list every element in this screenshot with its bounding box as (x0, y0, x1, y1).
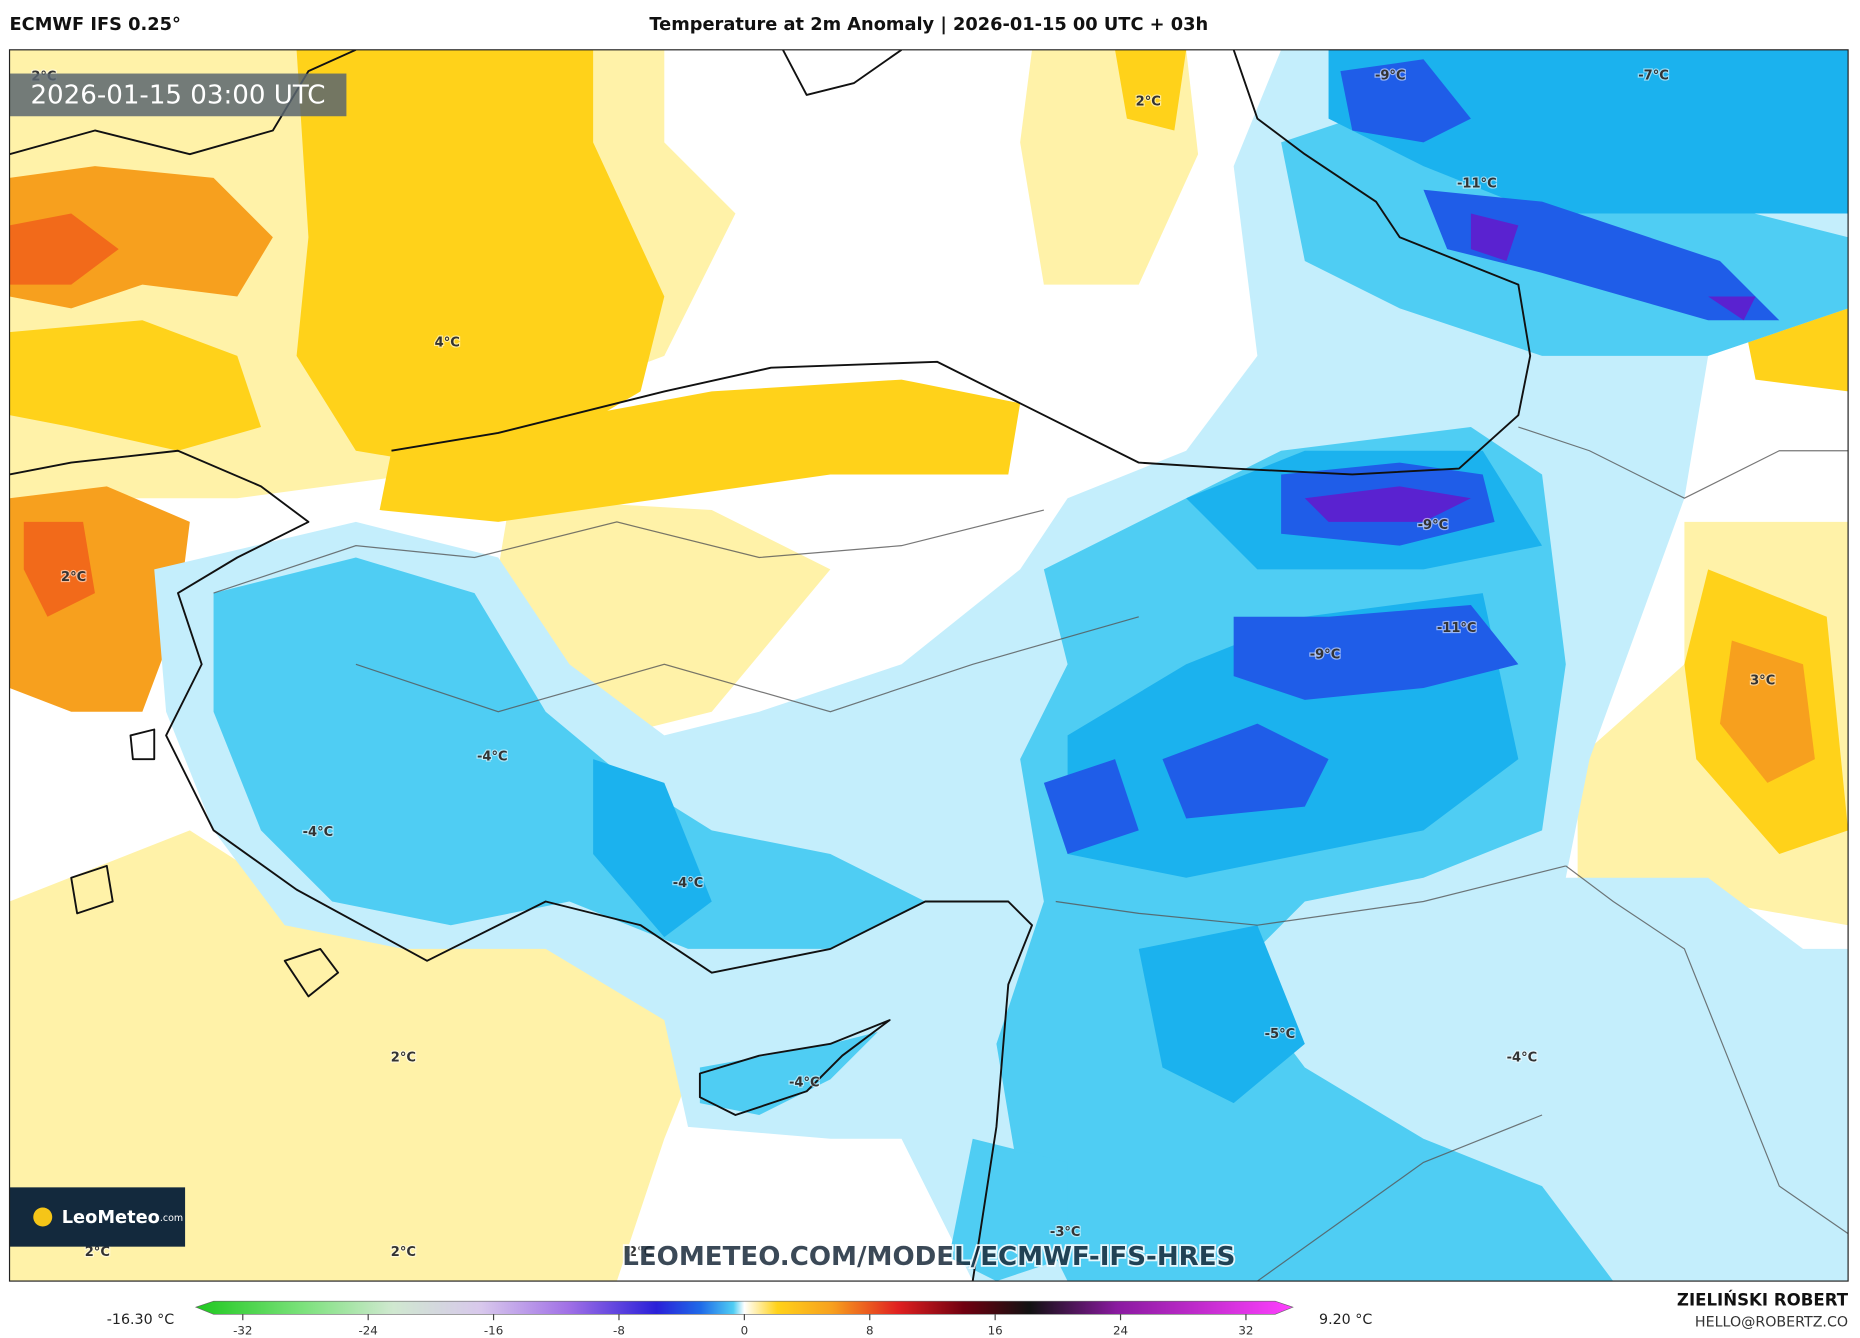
contour-label: 2°C (391, 1245, 416, 1260)
contour-label: 2°C (61, 570, 86, 585)
contour-label: -11°C (1457, 176, 1497, 191)
colorbar: -32 -24 -16 -8 0 8 16 24 32 (194, 1300, 1294, 1337)
anomaly-very-cold (1043, 59, 1780, 855)
model-name: ECMWF IFS 0.25° (10, 14, 181, 35)
anomaly-extreme-cold (1304, 213, 1756, 522)
logo-suffix: .com (160, 1213, 183, 1224)
colorbar-tick-label: 32 (1238, 1323, 1253, 1337)
contour-label: -3°C (1050, 1225, 1081, 1240)
colorbar-min: -16.30 °C (107, 1312, 174, 1328)
contour-label: -9°C (1418, 518, 1449, 533)
contour-label: 2°C (1136, 95, 1161, 110)
contour-label: 2°C (85, 1245, 110, 1260)
colorbar-max: 9.20 °C (1319, 1312, 1372, 1328)
credit-email: HELLO@ROBERTZ.CO (1695, 1315, 1848, 1331)
borders (213, 426, 1849, 1282)
colorbar-tick-label: -32 (233, 1323, 252, 1337)
colorbar-tick-label: -8 (613, 1323, 625, 1337)
contour-label: -7°C (1638, 68, 1669, 83)
colorbar-tick-label: 24 (1113, 1323, 1128, 1337)
contour-label: -9°C (1375, 68, 1406, 83)
contour-label: -4°C (673, 876, 704, 891)
timestamp: 2026-01-15 03:00 UTC (30, 81, 325, 111)
contour-label: -11°C (1437, 621, 1477, 636)
contour-label: 2°C (391, 1051, 416, 1066)
contour-label: 4°C (435, 335, 460, 350)
map-frame (8, 49, 1849, 1282)
colorbar-tick-label: 16 (988, 1323, 1003, 1337)
colorbar-tick-label: -16 (484, 1323, 503, 1337)
contour-label: 3°C (1750, 673, 1775, 688)
logo-name: LeoMeteo (62, 1207, 160, 1228)
contour-label: -4°C (477, 749, 508, 764)
coastlines (9, 49, 1532, 1282)
colorbar-tick-label: 8 (866, 1323, 874, 1337)
contour-label: -4°C (303, 825, 334, 840)
logo: LeoMeteo.com (62, 1207, 183, 1228)
contour-label: -9°C (1310, 647, 1341, 662)
contour-label: -4°C (789, 1075, 820, 1090)
anomaly-very-hot (9, 213, 119, 617)
timestamp-box (9, 73, 347, 117)
watermark: LEOMETEO.COM/MODEL/ECMWF-IFS-HRES (622, 1242, 1235, 1272)
anomaly-weak-cold (154, 49, 1849, 1282)
contour-label: -5°C (1265, 1027, 1296, 1042)
map-area: 2°C 4°C 2°C -9°C -7°C -11°C -9°C -11°C -9°C 3°C 2°… (9, 49, 1849, 1282)
colorbar-tick-label: 0 (741, 1323, 749, 1337)
map-title: Temperature at 2m Anomaly | 2026-01-15 0… (649, 14, 1208, 35)
contour-label: 2°C (628, 1245, 653, 1260)
colorbar-ramp (194, 1300, 1294, 1315)
contour-label: -4°C (1507, 1051, 1538, 1066)
logo-sun (33, 1207, 53, 1227)
colorbar-tick-label: -24 (358, 1323, 377, 1337)
credit-author: ZIELIŃSKI ROBERT (1677, 1291, 1849, 1310)
